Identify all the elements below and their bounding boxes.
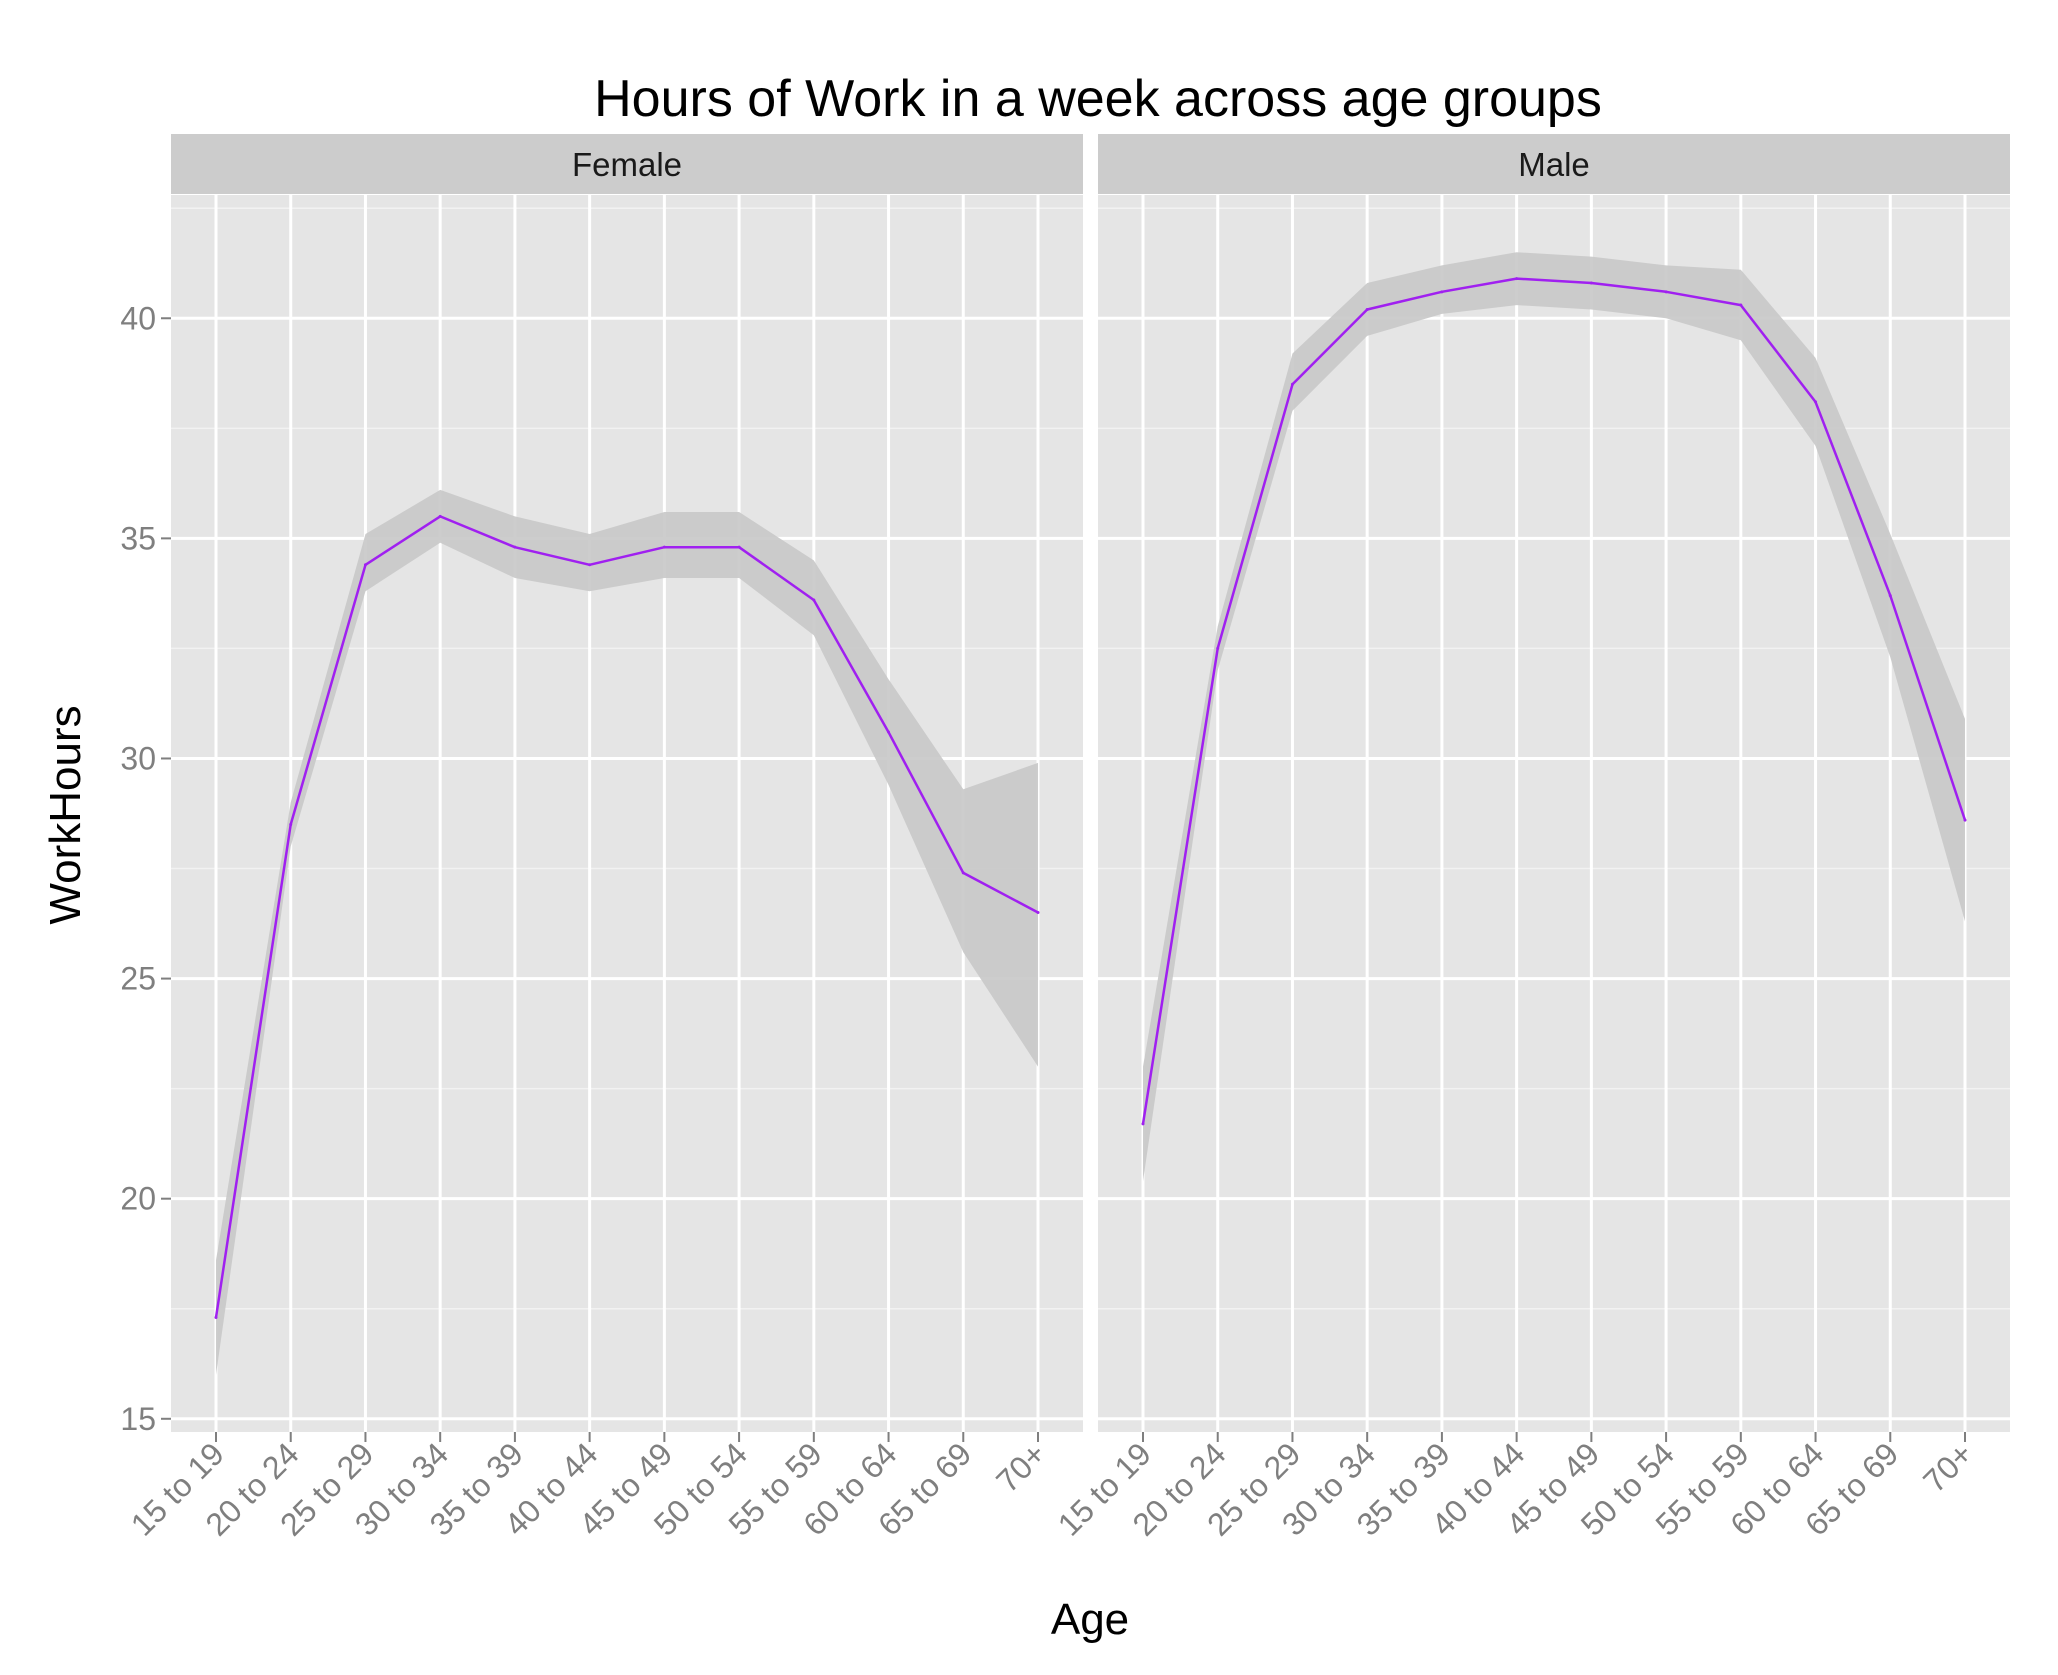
data-point	[1814, 400, 1818, 404]
y-tick-label: 40	[120, 300, 156, 336]
y-tick-label: 30	[120, 740, 156, 776]
data-point	[438, 514, 442, 518]
data-point	[1036, 911, 1040, 915]
facet-strip	[1098, 134, 2010, 194]
series-line	[1141, 277, 1967, 1125]
data-point	[1141, 1122, 1145, 1126]
y-axis-title: WorkHours	[41, 705, 90, 924]
data-point	[1888, 594, 1892, 598]
data-point	[737, 545, 741, 549]
data-point	[887, 730, 891, 734]
data-point	[961, 871, 965, 875]
y-tick-label: 35	[120, 520, 156, 556]
y-tick-label: 15	[120, 1401, 156, 1437]
data-point	[812, 598, 816, 602]
x-tick-label: 70+	[989, 1435, 1053, 1499]
facet-strip-label: Male	[1518, 146, 1590, 183]
data-point	[1739, 303, 1743, 307]
facet-strip	[171, 134, 1083, 194]
data-point	[513, 545, 517, 549]
data-point	[1963, 818, 1967, 822]
data-point	[363, 563, 367, 567]
panel-background	[1098, 195, 2010, 1432]
data-point	[1515, 277, 1519, 281]
series-line	[214, 515, 1039, 1318]
data-point	[588, 563, 592, 567]
data-point	[214, 1316, 218, 1320]
chart-title: Hours of Work in a week across age group…	[594, 70, 1602, 128]
y-tick-label: 25	[120, 961, 156, 997]
data-point	[1216, 646, 1220, 650]
data-point	[1589, 281, 1593, 285]
x-tick-label: 70+	[1916, 1435, 1980, 1499]
data-point	[1664, 290, 1668, 294]
facet-strip-label: Female	[572, 146, 682, 183]
data-point	[1440, 290, 1444, 294]
y-tick-label: 20	[120, 1181, 156, 1217]
data-point	[662, 545, 666, 549]
data-point	[289, 823, 293, 827]
x-axis-title: Age	[1051, 1595, 1129, 1644]
data-point	[1290, 382, 1294, 386]
data-point	[1365, 307, 1369, 311]
